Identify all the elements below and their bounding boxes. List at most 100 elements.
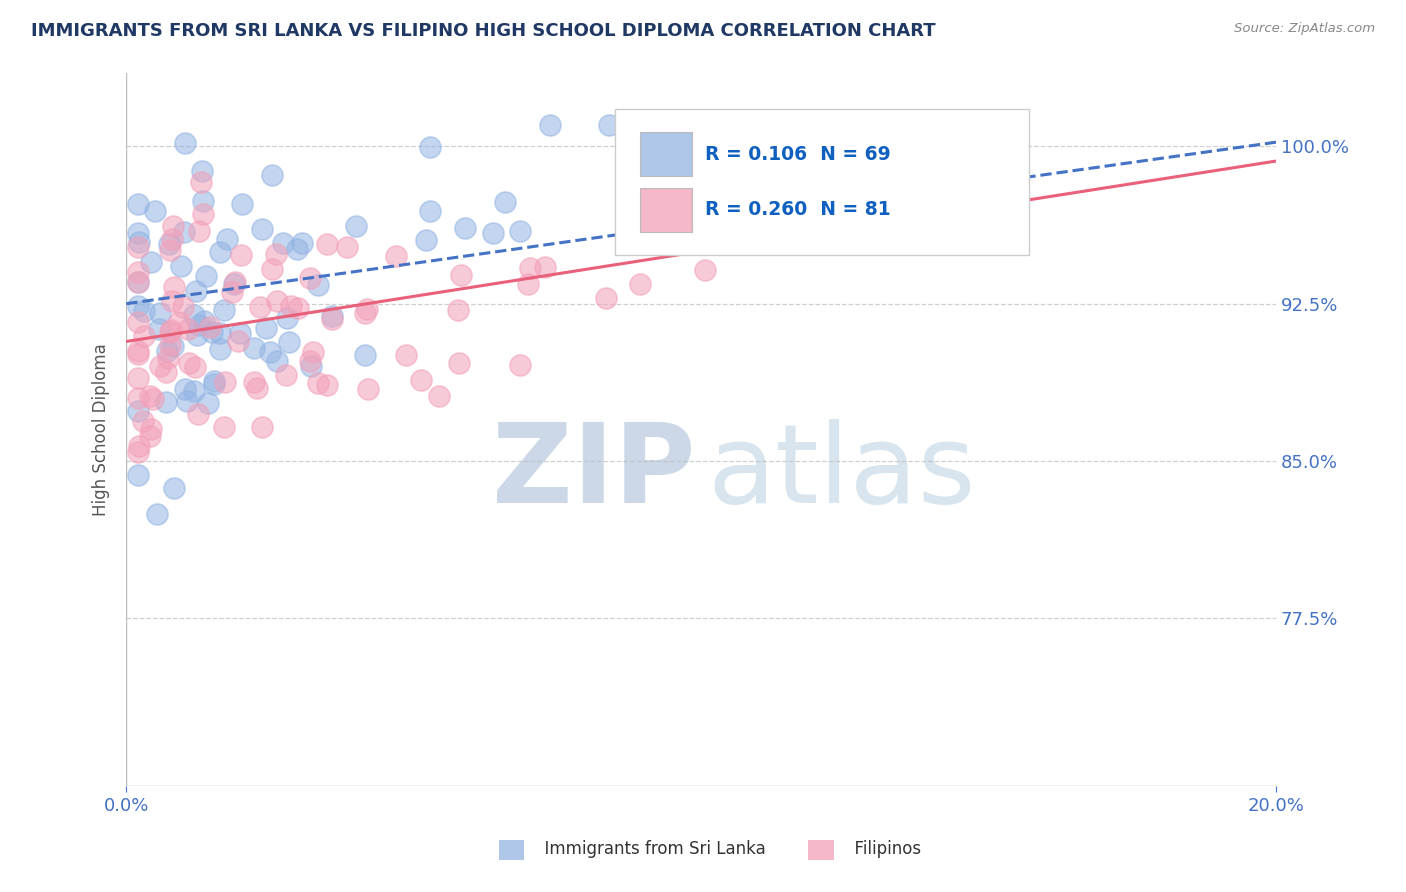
Point — [191, 164, 214, 178]
Point — [184, 359, 207, 374]
Point — [156, 351, 179, 366]
Point — [159, 326, 181, 340]
Point — [127, 371, 149, 385]
Point — [447, 303, 470, 318]
Point — [222, 277, 245, 291]
Point — [395, 349, 418, 363]
Y-axis label: High School Diploma: High School Diploma — [93, 343, 110, 516]
Point — [429, 388, 451, 402]
Point — [260, 168, 283, 182]
Point — [163, 481, 186, 495]
Point — [287, 301, 309, 315]
Point — [176, 393, 198, 408]
Point — [160, 322, 183, 336]
Point — [127, 346, 149, 360]
Text: Immigrants from Sri Lanka: Immigrants from Sri Lanka — [534, 840, 766, 858]
Point — [157, 236, 180, 251]
Point — [193, 313, 215, 327]
Point — [321, 309, 343, 323]
Point — [242, 341, 264, 355]
Point — [298, 354, 321, 368]
Point — [128, 439, 150, 453]
Text: Filipinos: Filipinos — [844, 840, 921, 858]
Point — [159, 338, 181, 352]
Point — [183, 384, 205, 399]
Point — [419, 204, 441, 219]
Point — [264, 247, 287, 261]
Point — [276, 311, 298, 326]
Point — [132, 414, 155, 428]
Point — [315, 377, 337, 392]
Point — [139, 389, 162, 403]
Point — [495, 195, 517, 210]
Point — [149, 306, 172, 320]
Point — [187, 407, 209, 421]
Point — [212, 303, 235, 318]
Point — [212, 420, 235, 434]
Point — [285, 243, 308, 257]
Point — [191, 194, 214, 208]
Point — [162, 339, 184, 353]
Text: R = 0.106  N = 69: R = 0.106 N = 69 — [704, 145, 890, 164]
Point — [160, 231, 183, 245]
Point — [197, 396, 219, 410]
Point — [224, 275, 246, 289]
Point — [134, 329, 156, 343]
Point — [595, 291, 617, 305]
Point — [141, 422, 163, 436]
Text: atlas: atlas — [707, 419, 976, 526]
Point — [229, 248, 252, 262]
Point — [202, 375, 225, 389]
Point — [628, 277, 651, 292]
Point — [243, 375, 266, 389]
Point — [298, 270, 321, 285]
Text: R = 0.260  N = 81: R = 0.260 N = 81 — [704, 201, 890, 219]
Point — [509, 224, 531, 238]
Point — [271, 236, 294, 251]
Point — [156, 344, 179, 359]
Point — [127, 445, 149, 459]
Point — [450, 268, 472, 283]
Point — [221, 285, 243, 299]
Point — [190, 175, 212, 189]
Point — [482, 226, 505, 240]
Point — [259, 345, 281, 359]
Point — [353, 306, 375, 320]
Point — [127, 314, 149, 328]
Point — [276, 368, 298, 383]
Point — [231, 197, 253, 211]
Point — [127, 275, 149, 289]
Point — [155, 365, 177, 379]
Point — [307, 376, 329, 391]
Point — [184, 284, 207, 298]
Point — [419, 139, 441, 153]
Point — [250, 419, 273, 434]
Point — [139, 428, 162, 442]
Point — [299, 359, 322, 373]
Point — [249, 301, 271, 315]
Point — [128, 235, 150, 249]
Point — [127, 391, 149, 405]
Point — [127, 344, 149, 359]
Point — [454, 221, 477, 235]
Point — [127, 299, 149, 313]
Point — [246, 381, 269, 395]
Point — [141, 254, 163, 268]
Point — [215, 232, 238, 246]
Point — [266, 353, 288, 368]
Point — [170, 259, 193, 273]
Point — [159, 244, 181, 258]
Point — [254, 320, 277, 334]
Point — [344, 219, 367, 234]
Point — [127, 467, 149, 482]
Point — [385, 248, 408, 262]
Text: ZIP: ZIP — [492, 419, 696, 526]
Point — [321, 312, 343, 326]
Point — [695, 263, 717, 277]
Bar — [640, 188, 692, 232]
Point — [127, 226, 149, 240]
Point — [280, 299, 302, 313]
Point — [195, 269, 218, 284]
Point — [790, 158, 813, 172]
Bar — [640, 132, 692, 177]
